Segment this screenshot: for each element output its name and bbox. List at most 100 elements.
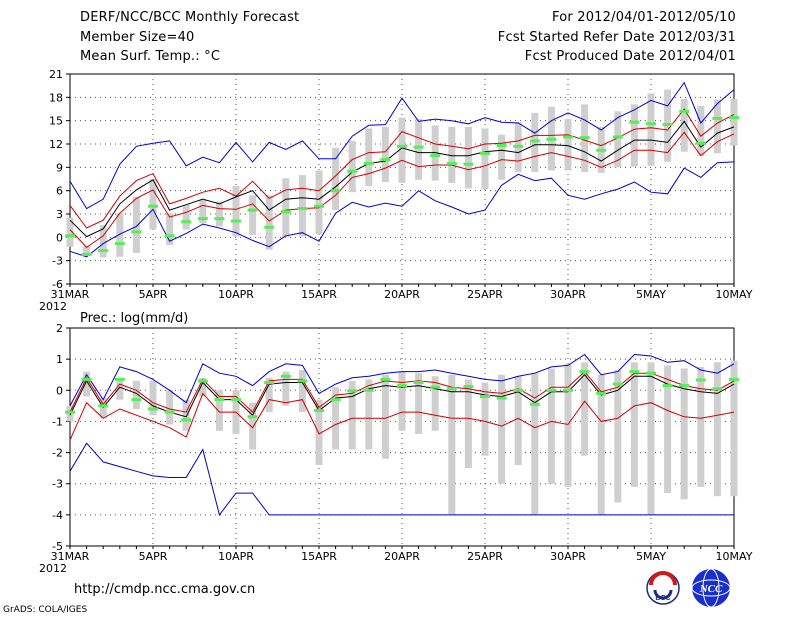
observed-marker xyxy=(314,409,324,413)
observed-marker xyxy=(529,402,540,406)
x-tick-label: 5APR xyxy=(139,288,168,301)
observed-marker xyxy=(546,137,557,141)
y-tick-label: -3 xyxy=(52,478,63,491)
observed-marker xyxy=(148,204,158,208)
ensemble-box xyxy=(630,104,638,167)
observed-marker xyxy=(181,418,192,422)
ensemble-box xyxy=(132,380,140,409)
ensemble-box xyxy=(597,374,605,515)
ensemble-box xyxy=(697,366,705,487)
x-tick-label: 10APR xyxy=(218,288,254,301)
ensemble-box xyxy=(332,147,340,211)
ensemble-box xyxy=(730,360,738,497)
observed-marker xyxy=(563,135,573,139)
observed-marker xyxy=(463,162,474,166)
ensemble-box xyxy=(298,175,306,237)
observed-marker xyxy=(662,123,673,127)
x-tick-label: 25APR xyxy=(467,288,503,301)
ensemble-box xyxy=(564,119,572,171)
observed-marker xyxy=(81,252,92,256)
observed-marker xyxy=(214,398,225,402)
ensemble-box xyxy=(381,126,389,183)
observed-marker xyxy=(446,387,457,391)
observed-marker xyxy=(247,208,258,212)
y-tick-label: -1 xyxy=(52,415,63,428)
observed-marker xyxy=(214,217,225,221)
observed-marker xyxy=(612,382,623,386)
ensemble-box xyxy=(199,200,207,224)
observed-marker xyxy=(430,385,441,389)
observed-marker xyxy=(546,388,557,392)
ensemble-box xyxy=(564,363,572,487)
observed-marker xyxy=(596,391,607,395)
observed-marker xyxy=(679,384,690,388)
observed-marker xyxy=(347,389,358,393)
ensemble-box xyxy=(265,377,273,413)
ensemble-box xyxy=(498,374,506,484)
y-tick-label: 2 xyxy=(56,322,63,335)
ensemble-box xyxy=(647,93,655,166)
observed-marker xyxy=(65,410,75,414)
ncc-logo-icon: NCC xyxy=(691,568,731,608)
y-tick-label: -5 xyxy=(52,540,63,553)
x-tick-label: 20APR xyxy=(384,550,420,563)
year-label: 2012 xyxy=(39,300,67,313)
observed-marker xyxy=(712,387,723,391)
observed-marker xyxy=(231,398,241,402)
x-tick-label: 5APR xyxy=(139,550,168,563)
observed-marker xyxy=(363,161,374,165)
observed-marker xyxy=(380,158,391,162)
series-ensemble-max xyxy=(69,81,735,210)
observed-marker xyxy=(280,374,291,378)
bcc-logo-icon: BCC xyxy=(646,571,680,605)
observed-marker xyxy=(297,207,308,211)
observed-marker xyxy=(695,141,706,145)
observed-marker xyxy=(380,377,391,381)
observed-marker xyxy=(729,377,739,381)
precip-panel-title: Prec.: log(mm/d) xyxy=(80,311,188,326)
observed-marker xyxy=(81,377,92,381)
observed-marker xyxy=(729,116,739,120)
temperature-panel: -6 -3 0 3 6 9 12 15 18 21 31MAR 5APR 10APR 15APR 20APR… xyxy=(39,68,753,313)
observed-marker xyxy=(629,120,640,124)
forecast-period-label: For 2012/04/01-2012/05/10 xyxy=(552,10,736,25)
ensemble-box xyxy=(116,213,124,257)
ensemble-box xyxy=(448,126,456,183)
y-tick-label: 3 xyxy=(56,208,63,221)
x-tick-label: 10MAY xyxy=(716,550,753,563)
year-label: 2012 xyxy=(39,562,67,575)
ensemble-box xyxy=(182,399,190,431)
bcc-logo-text: BCC xyxy=(655,595,670,602)
observed-marker xyxy=(463,385,474,389)
observed-marker xyxy=(247,415,258,419)
observed-marker xyxy=(612,135,623,139)
x-tick-label: 10MAY xyxy=(716,288,753,301)
variable-label: Mean Surf. Temp.: °C xyxy=(80,49,221,64)
x-tick-label: 31MAR xyxy=(51,288,90,301)
ensemble-box xyxy=(99,224,107,258)
ensemble-box xyxy=(99,398,107,419)
ensemble-box xyxy=(365,128,373,186)
observed-marker xyxy=(297,379,308,383)
y-tick-label: 6 xyxy=(56,185,63,198)
series-ensemble-min xyxy=(69,442,734,517)
ensemble-box xyxy=(332,387,340,450)
source-url[interactable]: http://cmdp.ncc.cma.gov.cn xyxy=(74,582,256,597)
observed-marker xyxy=(662,384,673,388)
x-tick-label: 10APR xyxy=(218,550,254,563)
x-tick-label: 30APR xyxy=(550,550,586,563)
precipitation-panel: Prec.: log(mm/d) -5 -4 -3 -2 -1 0 1 2 31MAR 5APR 10… xyxy=(39,311,753,575)
ensemble-box xyxy=(298,370,306,413)
series-ensemble-mean xyxy=(69,120,735,238)
observed-marker xyxy=(131,398,142,402)
ensemble-box xyxy=(348,380,356,450)
observed-marker xyxy=(181,220,192,224)
ensemble-box xyxy=(232,186,240,237)
observed-marker xyxy=(480,395,490,399)
series-mean-sd xyxy=(69,108,735,229)
ensemble-box xyxy=(664,365,672,494)
ensemble-box xyxy=(415,373,423,434)
ensemble-box xyxy=(83,371,91,397)
ensemble-box xyxy=(249,195,257,235)
